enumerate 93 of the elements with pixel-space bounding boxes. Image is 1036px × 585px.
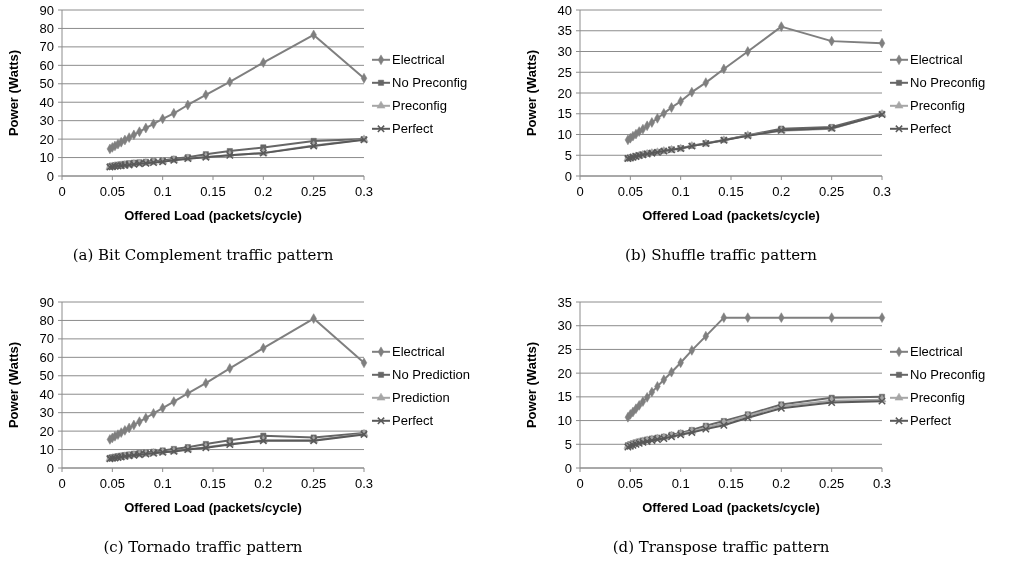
x-tick-label: 0.3	[872, 184, 892, 199]
legend-label: Perfect	[910, 121, 952, 137]
y-tick-label: 90	[39, 2, 54, 18]
x-tick-label: 0.15	[718, 476, 744, 491]
y-tick-label: 20	[39, 423, 54, 439]
x-tick-label: 0.25	[301, 476, 327, 491]
y-tick-label: 10	[557, 413, 572, 429]
y-tick-label: 0	[46, 168, 54, 184]
x-tick-label: 0.3	[872, 476, 892, 491]
y-tick-label: 60	[39, 57, 54, 73]
x-tick-label: 0.1	[153, 184, 172, 199]
x-tick-label: 0.05	[617, 184, 643, 199]
x-tick-label: 0.1	[153, 476, 172, 491]
x-tick-label: 0.3	[354, 184, 374, 199]
y-tick-label: 30	[39, 405, 54, 421]
y-axis-title: Power (Watts)	[524, 49, 539, 137]
x-tick-label: 0.25	[819, 476, 845, 491]
y-tick-label: 10	[557, 127, 572, 143]
x-tick-label: 0.15	[200, 476, 226, 491]
legend-label: Perfect	[392, 121, 434, 137]
y-axis-title: Power (Watts)	[6, 341, 21, 429]
y-tick-label: 35	[557, 294, 572, 310]
y-tick-label: 70	[39, 39, 54, 55]
legend-label: Perfect	[392, 413, 434, 429]
x-tick-label: 0.3	[354, 476, 374, 491]
text: (b) Shuffle traffic pattern	[625, 246, 818, 264]
y-tick-label: 50	[39, 76, 54, 92]
y-tick-label: 5	[564, 436, 572, 452]
y-tick-label: 35	[557, 23, 572, 39]
legend-label: Electrical	[910, 344, 963, 360]
x-tick-label: 0	[58, 184, 66, 199]
x-tick-label: 0	[576, 476, 584, 491]
x-tick-label: 0.25	[819, 184, 845, 199]
x-axis-title: Offered Load (packets/cycle)	[642, 208, 820, 223]
y-tick-label: 10	[39, 150, 54, 166]
legend-label: Electrical	[910, 52, 963, 68]
x-tick-label: 0.2	[254, 476, 273, 491]
y-tick-label: 30	[557, 318, 572, 334]
legend-label: Perfect	[910, 413, 952, 429]
legend-label: Preconfig	[910, 98, 965, 114]
x-tick-label: 0.2	[772, 184, 791, 199]
y-tick-label: 30	[557, 44, 572, 60]
legend-label: No Prediction	[392, 367, 471, 383]
y-tick-label: 0	[46, 460, 54, 476]
text: (c) Tornado traffic pattern	[103, 538, 303, 556]
x-axis-title: Offered Load (packets/cycle)	[124, 500, 302, 515]
x-tick-label: 0.05	[99, 476, 125, 491]
x-tick-label: 0	[58, 476, 66, 491]
y-axis-title: Power (Watts)	[524, 341, 539, 429]
y-tick-label: 20	[557, 365, 572, 381]
text: (a) Bit Complement traffic pattern	[72, 246, 334, 264]
y-tick-label: 60	[39, 349, 54, 365]
legend-label: Electrical	[392, 344, 445, 360]
y-tick-label: 25	[557, 341, 572, 357]
y-tick-label: 20	[557, 85, 572, 101]
y-tick-label: 25	[557, 64, 572, 80]
x-axis-title: Offered Load (packets/cycle)	[124, 208, 302, 223]
y-tick-label: 10	[39, 442, 54, 458]
y-tick-label: 15	[557, 106, 572, 122]
y-tick-label: 0	[564, 460, 572, 476]
x-tick-label: 0.2	[254, 184, 273, 199]
legend-label: No Preconfig	[910, 367, 986, 383]
legend-label: Prediction	[392, 390, 450, 406]
x-tick-label: 0.05	[99, 184, 125, 199]
legend-label: No Preconfig	[910, 75, 986, 91]
legend-label: Electrical	[392, 52, 445, 68]
x-tick-label: 0	[576, 184, 584, 199]
x-tick-label: 0.05	[617, 476, 643, 491]
y-tick-label: 80	[39, 20, 54, 36]
x-tick-label: 0.15	[200, 184, 226, 199]
y-tick-label: 40	[557, 2, 572, 18]
x-tick-label: 0.25	[301, 184, 327, 199]
y-tick-label: 90	[39, 294, 54, 310]
y-tick-label: 0	[564, 168, 572, 184]
y-tick-label: 20	[39, 131, 54, 147]
x-tick-label: 0.1	[671, 184, 690, 199]
legend-label: Preconfig	[910, 390, 965, 406]
y-axis-title: Power (Watts)	[6, 49, 21, 137]
x-tick-label: 0.2	[772, 476, 791, 491]
y-tick-label: 50	[39, 368, 54, 384]
x-axis-title: Offered Load (packets/cycle)	[642, 500, 820, 515]
text: (d) Transpose traffic pattern	[612, 538, 830, 556]
x-tick-label: 0.1	[671, 476, 690, 491]
y-tick-label: 40	[39, 94, 54, 110]
y-tick-label: 80	[39, 312, 54, 328]
y-tick-label: 30	[39, 113, 54, 129]
legend-label: Preconfig	[392, 98, 447, 114]
y-tick-label: 15	[557, 389, 572, 405]
y-tick-label: 5	[564, 147, 572, 163]
x-tick-label: 0.15	[718, 184, 744, 199]
y-tick-label: 70	[39, 331, 54, 347]
y-tick-label: 40	[39, 386, 54, 402]
legend-label: No Preconfig	[392, 75, 468, 91]
